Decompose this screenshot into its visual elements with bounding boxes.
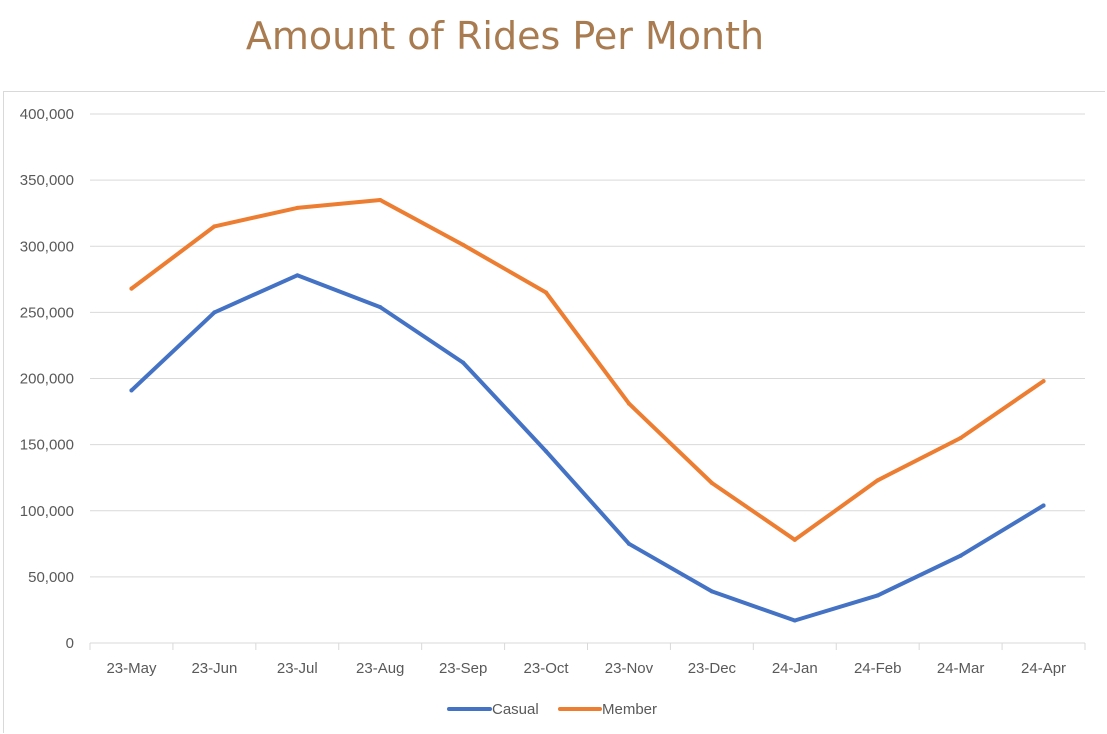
data-point-casual [378,305,383,310]
chart-area-frame [3,91,1105,733]
data-point-casual [212,310,217,315]
x-tick-label: 23-Oct [524,660,570,677]
data-point-casual [544,449,549,454]
x-axis-tick-labels: 23-May 23-Jun 23-Jul 23-Aug 23-Sep 23-Oct 23-N… [89,643,1086,677]
data-point-member [129,286,134,291]
series-line-member [129,198,1046,542]
data-point-member [461,242,466,247]
data-point-casual [626,541,631,546]
x-tick-label: 23-Jul [277,660,318,677]
data-point-member [626,401,631,406]
y-tick-label: 50,000 [28,569,74,586]
data-point-casual [875,593,880,598]
x-tick-label: 23-Dec [688,660,737,677]
y-tick-label: 150,000 [20,437,74,454]
gridlines [90,113,1085,644]
data-point-casual [129,388,134,393]
data-point-member [709,480,714,485]
legend: Casual Member [447,701,657,718]
data-point-casual [1041,503,1046,508]
data-point-member [1041,379,1046,384]
x-tick-label: 24-Mar [937,660,985,677]
x-tick-label: 24-Apr [1021,660,1066,677]
legend-label-member: Member [602,701,657,718]
y-tick-label: 250,000 [20,304,74,321]
x-tick-label: 23-Nov [605,660,654,677]
x-tick-label: 23-Aug [356,660,404,677]
series-lines [129,197,1046,623]
data-point-casual [295,273,300,278]
x-tick-label: 23-May [106,660,157,677]
series-line-casual [129,273,1046,623]
x-tick-label: 24-Feb [854,660,902,677]
data-point-member [544,290,549,295]
data-point-member [958,436,963,441]
data-point-member [295,205,300,210]
y-tick-label: 350,000 [20,172,74,189]
data-point-casual [461,360,466,365]
y-tick-label: 100,000 [20,503,74,520]
x-tick-label: 24-Jan [772,660,818,677]
data-point-member [378,197,383,202]
y-tick-label: 400,000 [20,106,74,123]
x-tick-label: 23-Sep [439,660,487,677]
x-tick-label: 23-Jun [191,660,237,677]
legend-label-casual: Casual [492,701,539,718]
chart-title: Amount of Rides Per Month [245,14,765,58]
y-axis-tick-labels: 0 50,000 100,000 150,000 200,000 250,000 300,0… [20,106,74,652]
y-tick-label: 300,000 [20,238,74,255]
y-tick-label: 0 [66,635,74,652]
data-point-member [212,224,217,229]
data-point-member [875,478,880,483]
data-point-casual [709,589,714,594]
data-point-casual [958,553,963,558]
y-tick-label: 200,000 [20,371,74,388]
data-point-casual [792,618,797,623]
data-point-member [792,537,797,542]
